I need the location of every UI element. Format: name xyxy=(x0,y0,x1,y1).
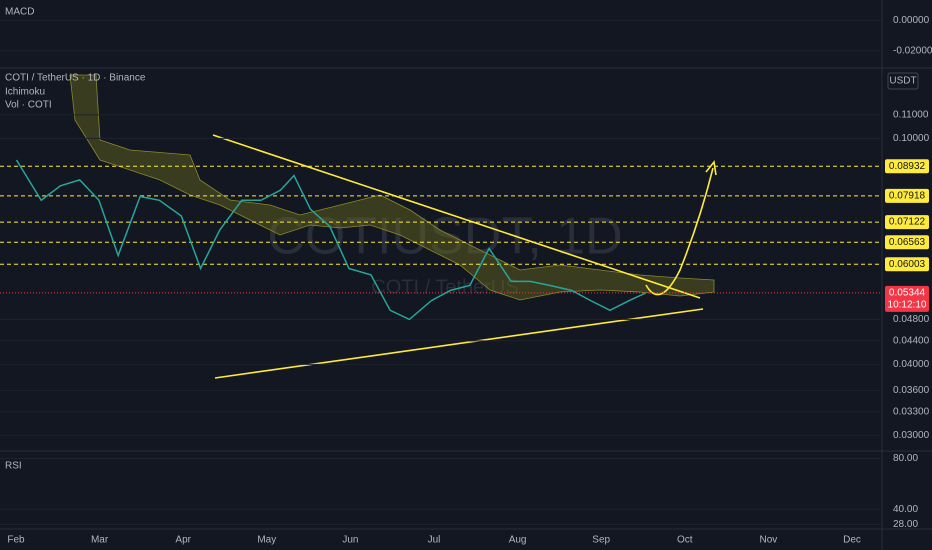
x-tick-label: Nov xyxy=(760,535,778,546)
y-tick-label: 28.00 xyxy=(893,519,918,530)
y-tick-label: 0.04800 xyxy=(893,314,930,325)
y-tick-label: 80.00 xyxy=(893,453,918,464)
x-tick-label: Aug xyxy=(509,535,527,546)
arrow-head xyxy=(705,160,717,176)
level-box xyxy=(885,188,929,203)
x-tick-label: Apr xyxy=(175,535,191,546)
y-tick-label: 0.04000 xyxy=(893,359,930,370)
level-box xyxy=(885,235,929,250)
y-tick-label: 40.00 xyxy=(893,504,918,515)
x-tick-label: Feb xyxy=(7,535,25,546)
y-tick-label: 0.03000 xyxy=(893,430,930,441)
level-label: 0.06563 xyxy=(889,237,926,248)
indicator-label: Ichimoku xyxy=(5,87,45,98)
y-tick-label: 0.03600 xyxy=(893,385,930,396)
y-tick-label: 0.04400 xyxy=(893,336,930,347)
projection-arrow xyxy=(645,167,714,296)
trendline xyxy=(212,134,701,299)
x-tick-label: Jul xyxy=(428,535,441,546)
pane-title: MACD xyxy=(5,7,34,18)
level-box xyxy=(885,257,929,272)
level-label: 0.08932 xyxy=(889,161,926,172)
y-tick-label: -0.02000 xyxy=(893,45,932,56)
x-tick-label: Dec xyxy=(843,535,861,546)
ichimoku-cloud xyxy=(69,74,715,301)
last-price-box xyxy=(885,285,929,312)
level-label: 0.06003 xyxy=(889,259,926,270)
countdown: 10:12:10 xyxy=(888,300,927,311)
level-label: 0.07122 xyxy=(889,217,926,228)
price-line xyxy=(15,159,647,321)
y-tick-label: 0.03300 xyxy=(893,406,930,417)
x-tick-label: Mar xyxy=(91,535,109,546)
x-tick-label: May xyxy=(257,535,276,546)
x-tick-label: Sep xyxy=(592,535,610,546)
level-label: 0.07918 xyxy=(889,191,926,202)
currency-box[interactable] xyxy=(887,72,919,90)
y-tick-label: 0.00000 xyxy=(893,15,930,26)
watermark: COTIUSDT, 1D xyxy=(267,208,622,266)
symbol-title: COTI / TetherUS · 1D · Binance xyxy=(5,73,146,84)
indicator-label: Vol · COTI xyxy=(5,100,52,111)
trendline xyxy=(214,308,704,379)
pane-title: RSI xyxy=(5,461,22,472)
y-tick-label: 0.11000 xyxy=(893,109,929,120)
level-box xyxy=(885,159,929,174)
x-tick-label: Oct xyxy=(677,535,693,546)
y-tick-label: 0.10000 xyxy=(893,133,930,144)
level-box xyxy=(885,215,929,230)
currency[interactable]: USDT xyxy=(889,76,916,87)
last-price-label: 0.05344 xyxy=(889,288,926,299)
x-tick-label: Jun xyxy=(342,535,358,546)
